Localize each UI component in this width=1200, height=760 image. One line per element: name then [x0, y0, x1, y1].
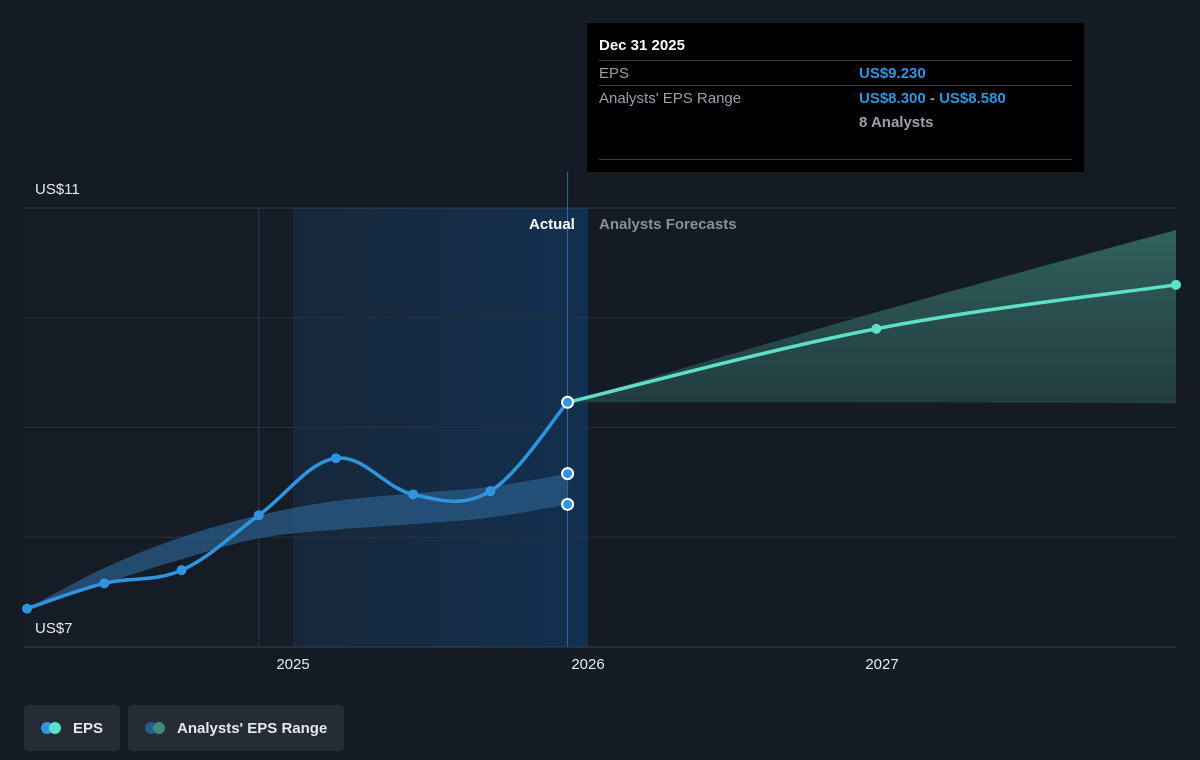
eps-data-point [871, 323, 882, 334]
eps-range-area-forecast [567, 229, 1176, 404]
eps-data-point [253, 510, 264, 521]
legend-eps-dot-forecast [49, 722, 61, 734]
tooltip-range-label: Analysts' EPS Range [599, 89, 742, 107]
tooltip-range-high: US$8.580 [939, 89, 1006, 107]
eps-data-point [99, 578, 110, 589]
eps-range-area-actual [27, 473, 568, 609]
x-tick-2025: 2025 [276, 656, 310, 673]
x-tick-2026: 2026 [571, 656, 605, 673]
tooltip-range-row: Analysts' EPS Range US$8.300 - US$8.580 [599, 85, 1072, 110]
x-tick-2027: 2027 [865, 656, 899, 673]
tooltip-eps-row: EPS US$9.230 [599, 60, 1072, 85]
eps-data-point [408, 489, 419, 500]
forecast-section-label: Analysts Forecasts [599, 216, 737, 233]
eps-data-point [485, 486, 496, 497]
tooltip-range-separator: - [925, 89, 940, 107]
legend-range-dot-forecast [153, 722, 166, 734]
legend-eps-label: EPS [73, 719, 104, 737]
hover-marker-range-high [561, 467, 575, 481]
tooltip-range-low: US$8.300 [859, 89, 926, 107]
eps-points [22, 279, 1181, 614]
hover-marker-eps [561, 395, 575, 409]
y-axis-min-label: US$7 [35, 620, 73, 637]
tooltip-analysts-count: 8 Analysts [859, 113, 934, 131]
eps-chart [22, 172, 1181, 648]
gridlines [24, 172, 1176, 648]
hover-marker-range-low [561, 497, 575, 511]
tooltip-eps-value: US$9.230 [859, 64, 926, 82]
tooltip-divider [599, 159, 1072, 160]
legend-item-eps[interactable]: EPS [24, 705, 121, 751]
chart-legend: EPS Analysts' EPS Range [24, 705, 345, 751]
range-legend-icon [145, 722, 167, 734]
eps-legend-icon [41, 722, 63, 734]
tooltip-analysts-row: 8 Analysts [599, 110, 1072, 134]
legend-range-label: Analysts' EPS Range [177, 719, 328, 737]
y-axis-max-label: US$11 [35, 181, 80, 198]
range-areas [27, 229, 1176, 609]
eps-data-point [330, 453, 341, 464]
actual-section-label: Actual [529, 216, 575, 233]
eps-data-point [22, 603, 33, 614]
eps-data-point [176, 565, 187, 576]
data-tooltip: Dec 31 2025 EPS US$9.230 Analysts' EPS R… [587, 23, 1084, 172]
tooltip-eps-label: EPS [599, 64, 630, 82]
eps-data-point [1171, 279, 1181, 290]
tooltip-date: Dec 31 2025 [599, 37, 685, 54]
legend-item-range[interactable]: Analysts' EPS Range [128, 705, 345, 751]
